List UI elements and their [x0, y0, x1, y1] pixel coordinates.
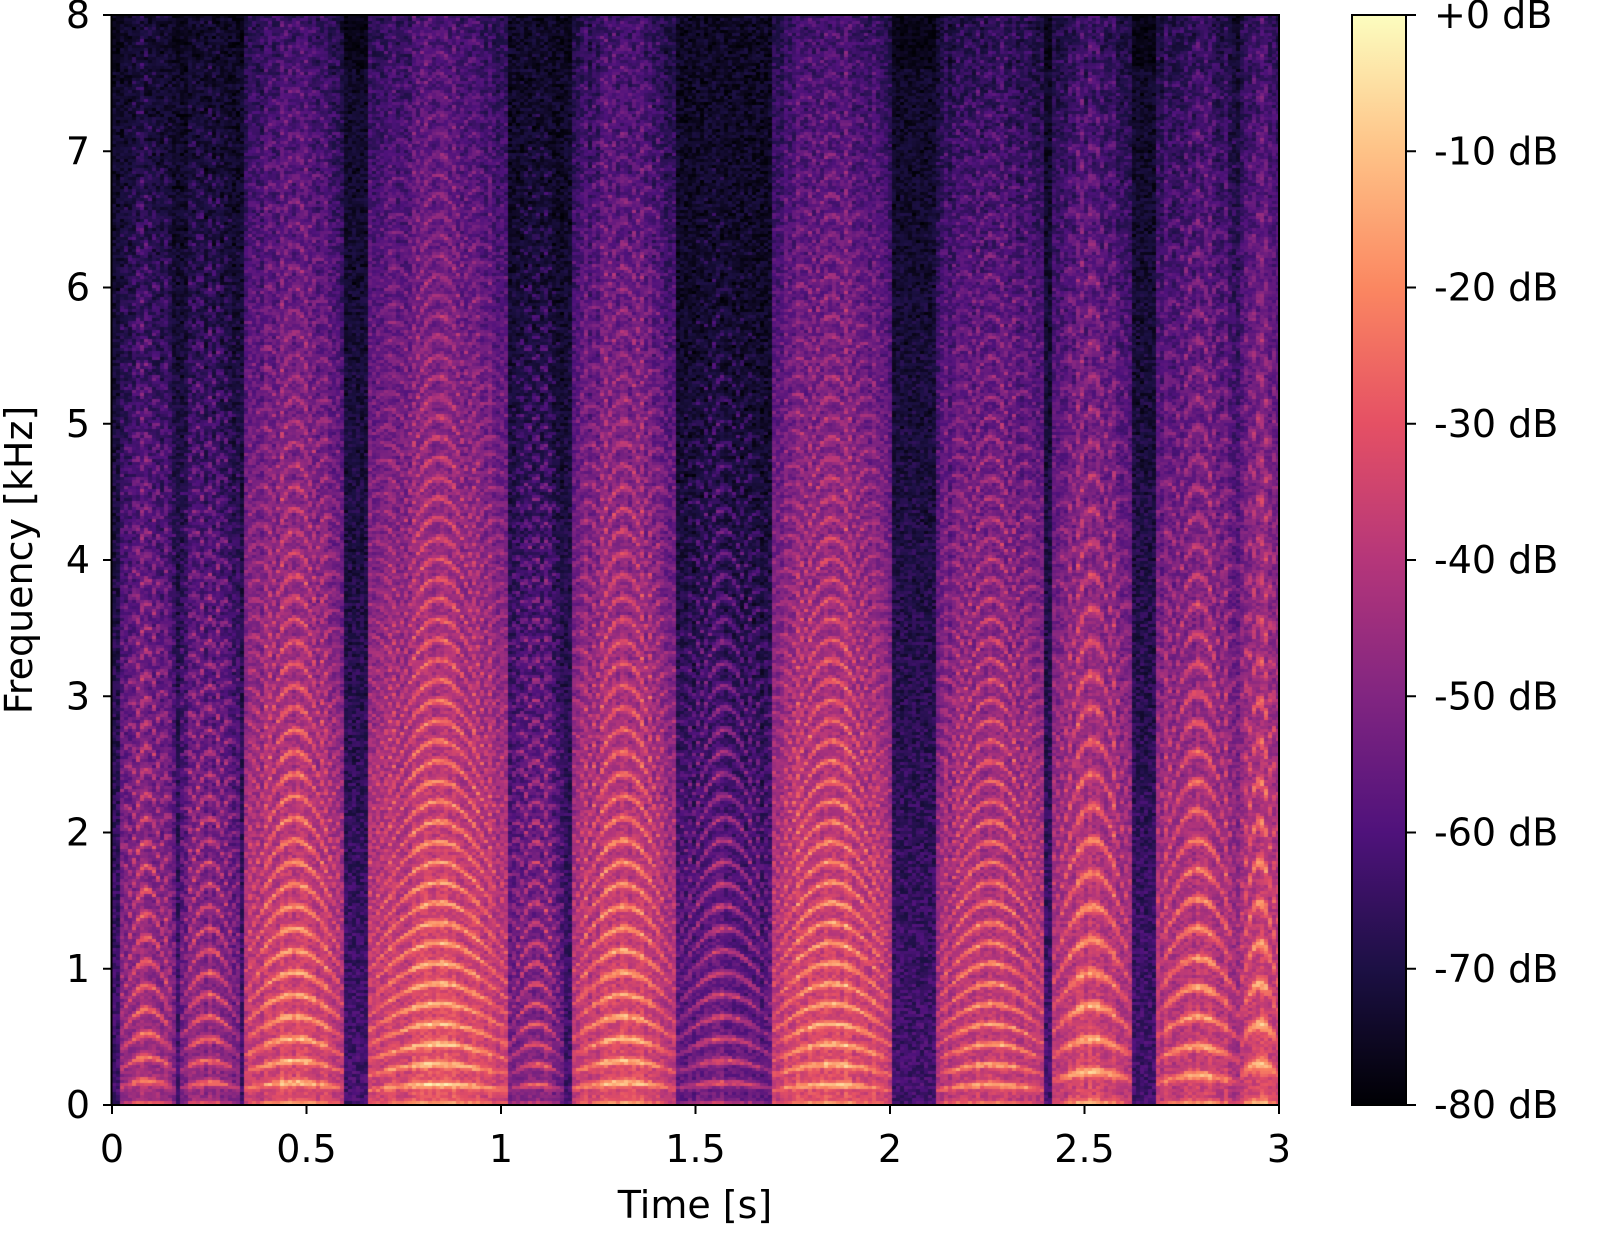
colorbar-tick-label: +0 dB	[1434, 0, 1552, 37]
colorbar-tick-label: -30 dB	[1434, 402, 1558, 446]
colorbar-tick-label: -10 dB	[1434, 129, 1558, 173]
y-tick-label: 1	[66, 947, 90, 991]
x-tick-label: 0	[100, 1127, 124, 1171]
x-axis-label: Time [s]	[617, 1183, 773, 1227]
y-axis-label: Frequency [kHz]	[0, 406, 41, 715]
x-tick-label: 0.5	[276, 1127, 336, 1171]
y-tick-label: 7	[66, 129, 90, 173]
colorbar: +0 dB -10 dB -20 dB -30 dB -40 dB -50 dB -60 d…	[1351, 0, 1558, 1127]
spectrogram-plot	[110, 14, 1280, 1106]
y-tick-label: 8	[66, 0, 90, 37]
x-tick-label: 2.5	[1054, 1127, 1114, 1171]
y-tick-label: 2	[66, 811, 90, 855]
colorbar-tick-label: -60 dB	[1434, 811, 1558, 855]
colorbar-tick-label: -40 dB	[1434, 538, 1558, 582]
x-tick-label: 2	[878, 1127, 902, 1171]
y-tick-label: 5	[66, 402, 90, 446]
y-tick-label: 6	[66, 266, 90, 310]
colorbar-tick-label: -50 dB	[1434, 674, 1558, 718]
x-tick-label: 3	[1267, 1127, 1291, 1171]
y-tick-label: 4	[66, 538, 90, 582]
y-axis-ticks: 0 1 2 3 4 5 6 7 8	[66, 0, 112, 1127]
y-tick-label: 0	[66, 1083, 90, 1127]
x-tick-label: 1	[489, 1127, 513, 1171]
colorbar-tick-label: -80 dB	[1434, 1083, 1558, 1127]
colorbar-tick-label: -70 dB	[1434, 947, 1558, 991]
colorbar-tick-label: -20 dB	[1434, 266, 1558, 310]
x-tick-label: 1.5	[665, 1127, 725, 1171]
colorbar-gradient	[1352, 15, 1406, 1105]
y-tick-label: 3	[66, 674, 90, 718]
x-axis-ticks: 0 0.5 1 1.5 2 2.5 3	[100, 1105, 1291, 1171]
spectrogram-heatmap	[112, 15, 1279, 1105]
colorbar-ticks: +0 dB -10 dB -20 dB -30 dB -40 dB -50 dB -60 d…	[1406, 0, 1558, 1127]
spectrogram-image-frame	[112, 15, 1279, 1105]
